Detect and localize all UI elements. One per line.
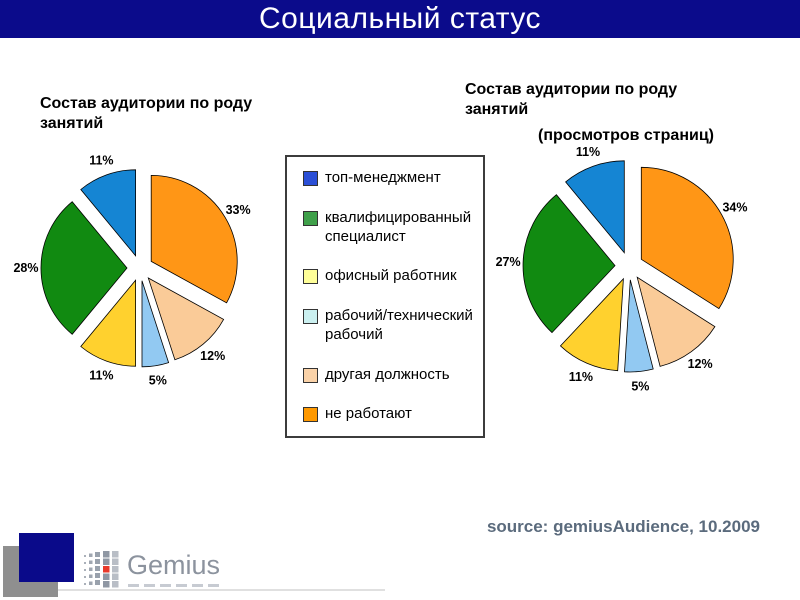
pie-slice-label-4: 5% bbox=[631, 380, 649, 394]
pie-slice-4 bbox=[624, 279, 654, 373]
pie-slice-6 bbox=[640, 166, 734, 310]
legend-item-6: не работают bbox=[303, 405, 479, 424]
legend-item-5: другая должность bbox=[303, 366, 479, 385]
slide-title: Социальный статус bbox=[258, 2, 541, 35]
legend-swatch bbox=[303, 269, 318, 285]
pie-slice-label-3: 11% bbox=[89, 368, 113, 382]
gemius-logo-text: Gemius bbox=[127, 550, 221, 580]
legend-swatch bbox=[303, 171, 318, 186]
pie-slice-5 bbox=[147, 277, 225, 361]
pie-slice-3 bbox=[80, 279, 136, 367]
chart-legend: топ-менеджмент квалифицированный специали… bbox=[285, 155, 485, 438]
pie-slice-label-5: 12% bbox=[688, 357, 713, 371]
right-chart-title: Состав аудитории по роду занятий bbox=[465, 81, 678, 119]
legend-item-2: квалифицированный специалист bbox=[303, 209, 479, 247]
legend-label: рабочий/технический рабочий bbox=[325, 307, 473, 343]
pie-chart-right: 11% 27% 11% 5% 12% 34% bbox=[496, 145, 748, 394]
pie-slice-1 bbox=[80, 169, 136, 257]
legend-label: топ-менеджмент bbox=[325, 169, 441, 186]
legend-label: офисный работник bbox=[325, 267, 457, 285]
legend-item-4: рабочий/технический рабочий bbox=[303, 307, 479, 345]
pie-slice-6 bbox=[150, 174, 238, 304]
decor-navy-square bbox=[19, 533, 74, 582]
gemius-bars-icon bbox=[84, 551, 119, 588]
pie-slice-label-2: 28% bbox=[13, 261, 38, 275]
legend-label: не работают bbox=[325, 405, 412, 423]
left-chart-title: Состав аудитории по роду занятий bbox=[40, 95, 253, 133]
legend-label: квалифицированный специалист bbox=[325, 208, 472, 245]
pie-slice-5 bbox=[636, 276, 716, 367]
pie-slice-3 bbox=[559, 277, 624, 372]
pie-slice-label-2: 27% bbox=[496, 255, 521, 269]
pie-slice-label-1: 11% bbox=[576, 145, 600, 159]
gemius-tagline-marks bbox=[128, 584, 219, 587]
pie-slice-2 bbox=[40, 201, 128, 335]
pie-slice-2 bbox=[522, 194, 616, 334]
legend-swatch bbox=[303, 367, 318, 383]
title-banner: Социальный статус bbox=[0, 0, 800, 38]
pie-slice-label-1: 11% bbox=[89, 154, 113, 168]
legend-item-1: топ-менеджмент bbox=[303, 169, 479, 188]
legend-swatch bbox=[303, 309, 318, 324]
pie-slice-4 bbox=[141, 280, 170, 368]
pie-slice-label-5: 12% bbox=[200, 349, 225, 363]
legend-label: другая должность bbox=[325, 365, 450, 383]
pie-slice-label-6: 33% bbox=[226, 203, 251, 217]
source-note: source: gemiusAudience, 10.2009 bbox=[486, 517, 760, 536]
pie-slice-label-4: 5% bbox=[149, 374, 167, 388]
footer-divider bbox=[58, 589, 385, 591]
pie-slice-label-6: 34% bbox=[722, 201, 747, 215]
right-chart-subtitle: (просмотров страниц) bbox=[538, 127, 714, 144]
legend-item-3: офисный работник bbox=[303, 267, 479, 286]
pie-slice-label-3: 11% bbox=[569, 370, 593, 384]
legend-swatch bbox=[303, 210, 318, 226]
pie-chart-left: 11% 28% 11% 5% 12% 33% bbox=[13, 154, 251, 388]
gemius-logo: Gemius bbox=[84, 550, 221, 589]
pie-slice-1 bbox=[565, 160, 625, 254]
legend-swatch bbox=[303, 407, 318, 423]
